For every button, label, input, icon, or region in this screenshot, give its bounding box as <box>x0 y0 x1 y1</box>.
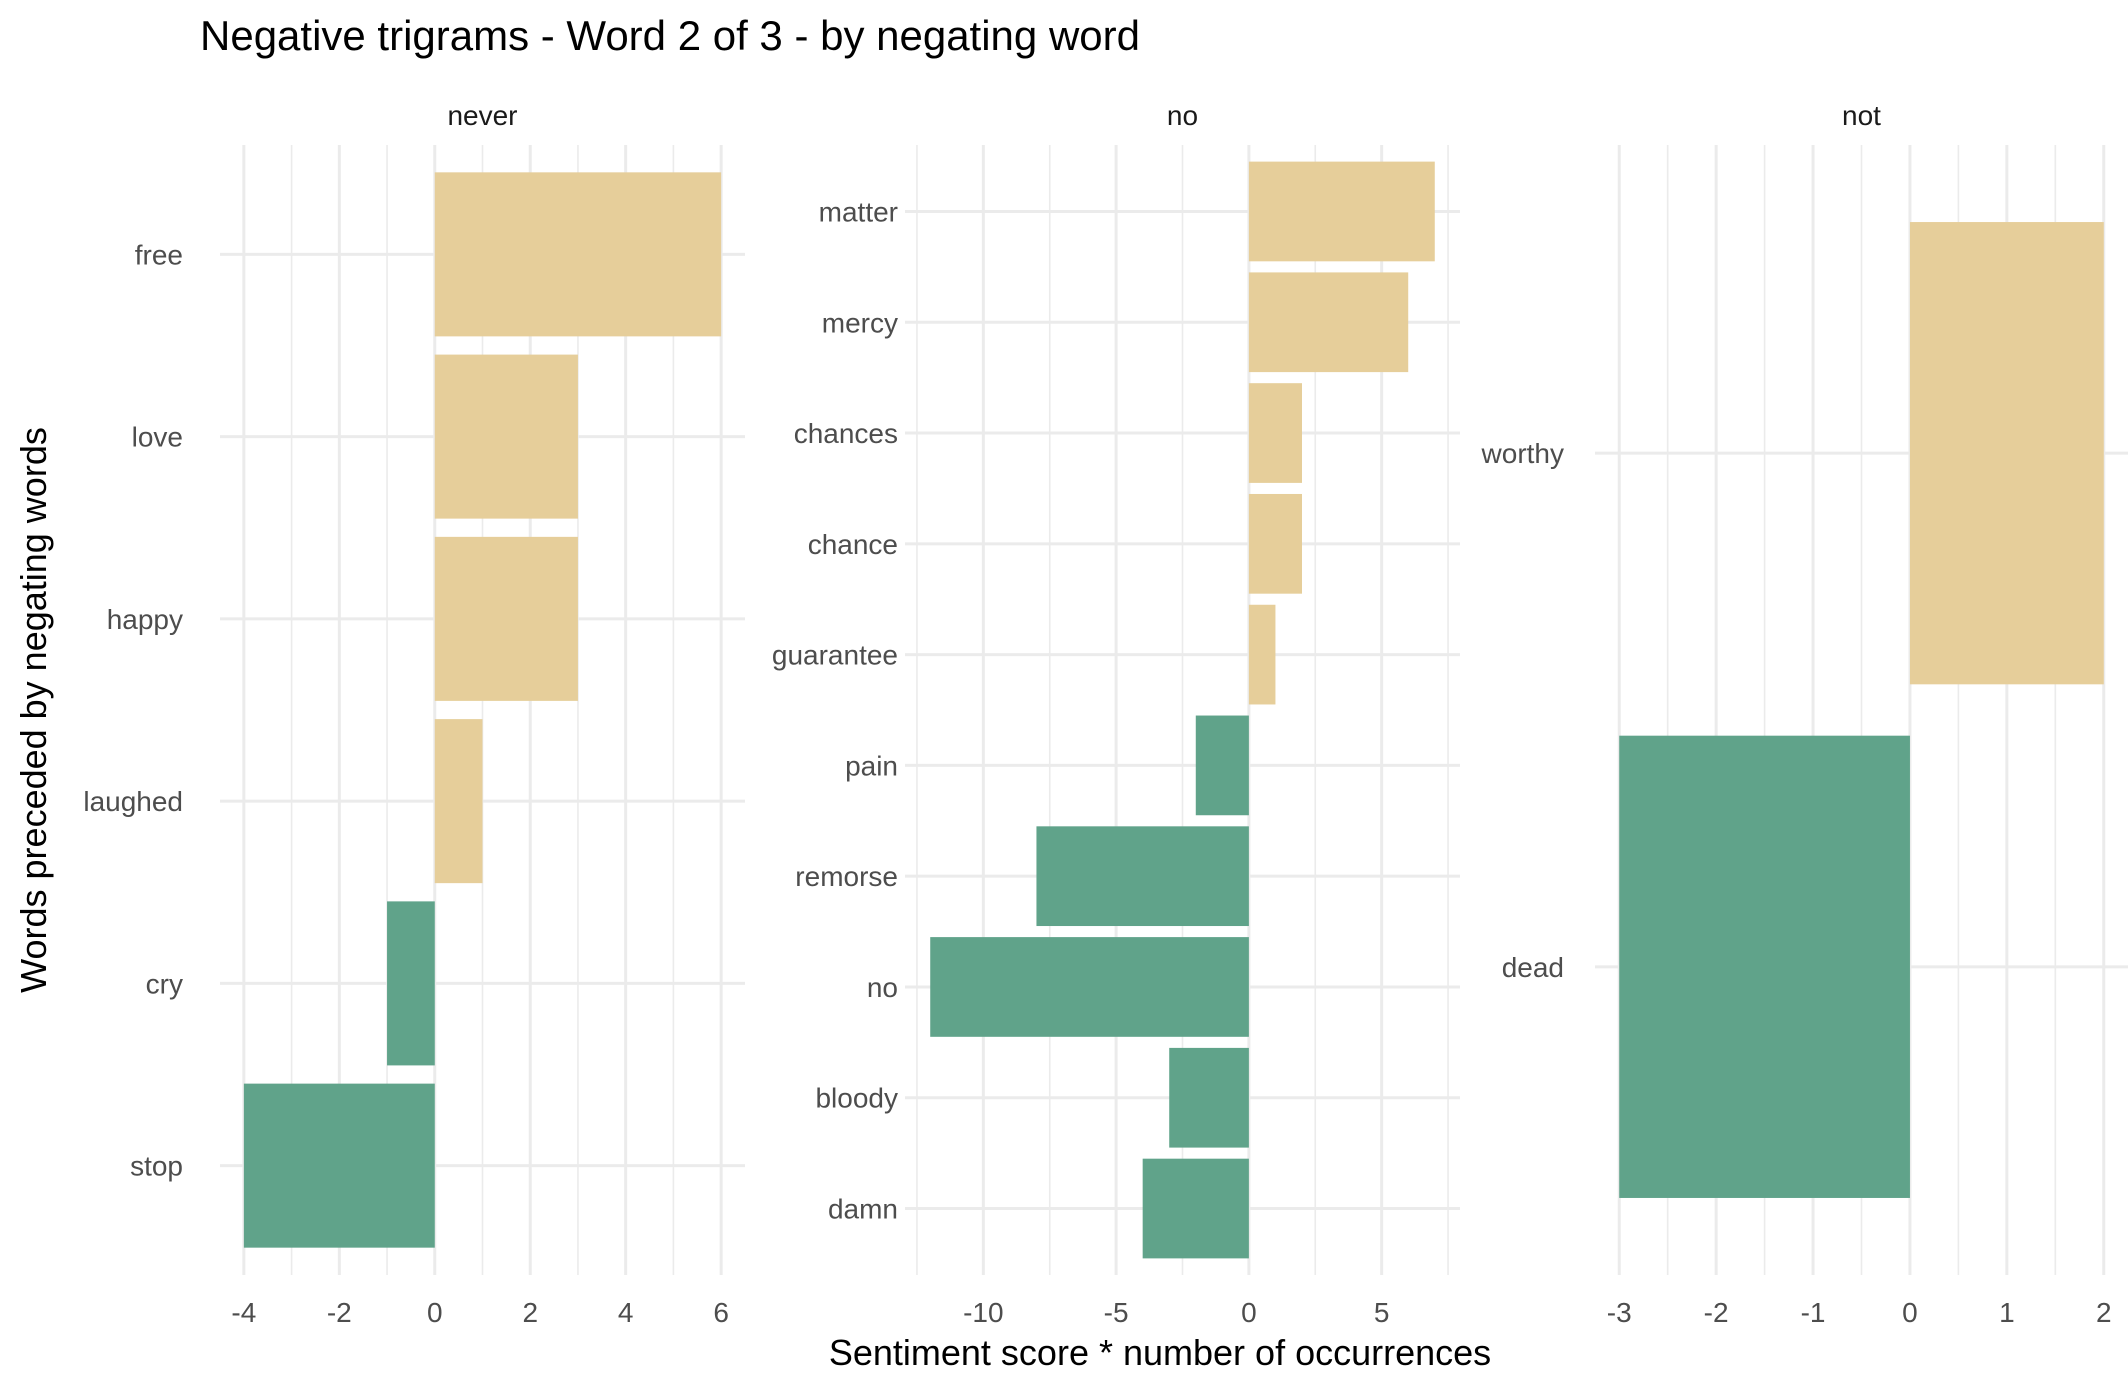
bar-chances <box>1248 383 1302 483</box>
bar-guarantee <box>1248 604 1276 705</box>
x-tick-label: 0 <box>1241 1297 1257 1328</box>
chart-title: Negative trigrams - Word 2 of 3 - by neg… <box>200 12 1140 59</box>
bar-pain <box>1195 715 1249 816</box>
facet-panels: free love happy laughed cry stop -4 -2 0 2 4 6 never… <box>83 100 2128 1328</box>
bar-worthy <box>1909 222 2104 685</box>
x-tick-label: 0 <box>427 1297 443 1328</box>
bar-laughed <box>434 719 483 884</box>
y-axis-title: Words preceded by negating words <box>13 427 54 993</box>
y-tick-label: damn <box>828 1194 898 1225</box>
bar-happy <box>434 536 578 701</box>
y-tick-label: chance <box>808 529 898 560</box>
x-tick-label: 4 <box>618 1297 634 1328</box>
y-tick-label: pain <box>845 750 898 781</box>
x-tick-label: -1 <box>1801 1297 1826 1328</box>
bar-chance <box>1248 493 1302 594</box>
x-tick-label: 0 <box>1902 1297 1918 1328</box>
y-tick-label: bloody <box>815 1083 898 1114</box>
x-tick-label: -5 <box>1104 1297 1129 1328</box>
bar-stop <box>243 1083 435 1248</box>
x-tick-label: -10 <box>963 1297 1003 1328</box>
bar-love <box>434 354 578 519</box>
y-tick-label: no <box>867 972 898 1003</box>
y-tick-label: matter <box>819 196 898 227</box>
facet-strip-label: never <box>447 100 517 131</box>
bar-free <box>434 172 722 337</box>
y-tick-label: dead <box>1502 952 1564 983</box>
x-tick-label: 2 <box>522 1297 538 1328</box>
x-tick-label: -4 <box>231 1297 256 1328</box>
x-tick-label: -3 <box>1607 1297 1632 1328</box>
bar-matter <box>1248 161 1435 262</box>
bar-mercy <box>1248 272 1409 373</box>
y-tick-label: worthy <box>1481 438 1564 469</box>
y-tick-label: cry <box>146 968 183 999</box>
y-tick-label: stop <box>130 1151 183 1182</box>
facet-strip-label: no <box>1167 100 1198 131</box>
y-tick-label: happy <box>107 604 183 635</box>
bar-damn <box>1142 1158 1249 1259</box>
x-tick-label: 6 <box>713 1297 729 1328</box>
bar-bloody <box>1169 1047 1249 1148</box>
bar-no <box>930 937 1249 1037</box>
bar-remorse <box>1036 826 1249 927</box>
facet-panel-not: worthy dead -3 -2 -1 0 1 2 not <box>1481 100 2128 1328</box>
x-tick-label: 2 <box>2096 1297 2112 1328</box>
y-tick-label: chances <box>794 418 898 449</box>
bar-dead <box>1619 735 1910 1198</box>
bar-cry <box>387 901 435 1066</box>
y-tick-label: love <box>132 422 183 453</box>
x-axis-title: Sentiment score * number of occurrences <box>829 1332 1491 1373</box>
x-tick-label: -2 <box>1704 1297 1729 1328</box>
y-tick-label: guarantee <box>772 640 898 671</box>
x-tick-label: 5 <box>1374 1297 1390 1328</box>
x-tick-label: -2 <box>327 1297 352 1328</box>
y-tick-label: free <box>135 239 183 270</box>
facet-strip-label: not <box>1842 100 1881 131</box>
y-tick-label: laughed <box>83 786 183 817</box>
y-tick-label: mercy <box>822 307 898 338</box>
facet-panel-never: free love happy laughed cry stop -4 -2 0 2 4 6 never <box>83 100 745 1328</box>
facet-panel-no: matter mercy chances chance guarantee pain rem… <box>772 100 1460 1328</box>
y-tick-label: remorse <box>795 861 898 892</box>
x-tick-label: 1 <box>1999 1297 2015 1328</box>
